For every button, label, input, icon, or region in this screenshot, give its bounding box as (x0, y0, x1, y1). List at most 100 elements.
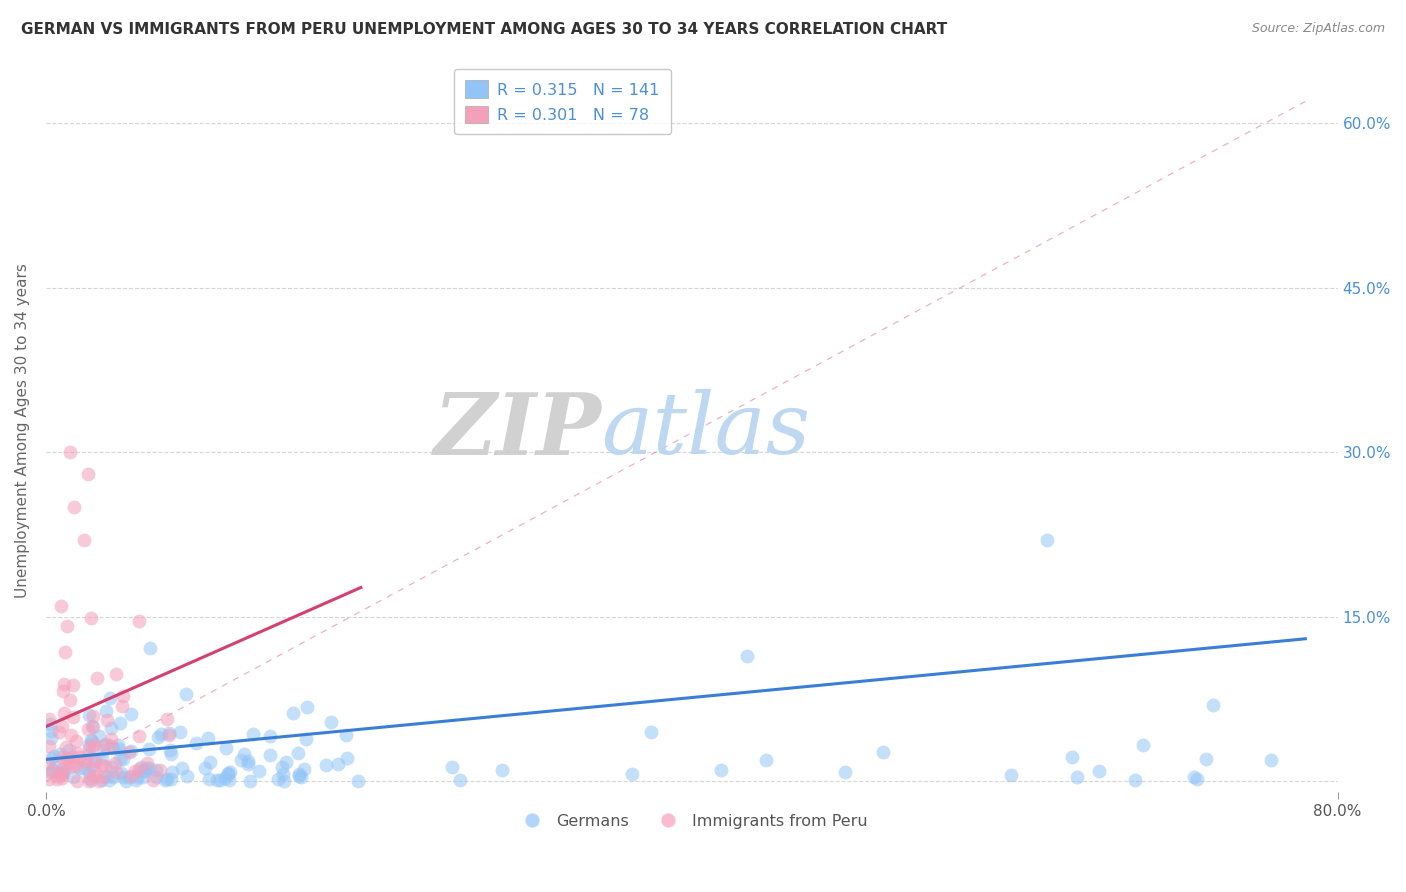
Point (186, 736, 208, 750)
Point (239, 774, 262, 789)
Point (834, 764, 856, 779)
Point (287, 769, 309, 783)
Point (53, 645, 76, 659)
Point (44, 758, 66, 772)
Point (46, 772, 69, 786)
Point (100, 739, 122, 753)
Point (38, 717, 60, 731)
Point (80, 772, 103, 787)
Point (217, 766, 239, 780)
Point (640, 725, 662, 739)
Point (100, 760, 122, 774)
Point (108, 716, 131, 731)
Point (132, 764, 155, 778)
Point (125, 772, 148, 787)
Point (135, 761, 157, 775)
Point (160, 747, 183, 761)
Point (174, 687, 197, 701)
Point (335, 751, 357, 765)
Point (214, 741, 236, 756)
Point (259, 747, 281, 762)
Point (1202, 698, 1225, 713)
Point (328, 757, 350, 772)
Point (96, 704, 118, 718)
Point (120, 707, 142, 722)
Point (77, 740, 100, 755)
Point (148, 730, 170, 744)
Point (49, 747, 72, 761)
Point (39, 724, 62, 739)
Point (295, 732, 318, 747)
Point (1000, 768, 1022, 782)
Point (198, 772, 221, 787)
Point (159, 743, 181, 757)
Point (290, 770, 312, 784)
Point (79, 747, 101, 761)
Point (138, 741, 160, 756)
Point (105, 666, 128, 681)
Point (93, 739, 115, 753)
Point (77, 722, 100, 736)
Point (83, 737, 105, 751)
Point (155, 773, 177, 788)
Point (51, 771, 73, 785)
Point (62, 500, 84, 515)
Point (42, 764, 65, 778)
Point (297, 700, 319, 714)
Point (1125, 772, 1147, 787)
Point (149, 727, 172, 741)
Point (621, 767, 644, 781)
Point (176, 769, 198, 783)
Point (55, 739, 77, 754)
Point (1182, 770, 1205, 784)
Point (80, 719, 103, 733)
Point (84, 753, 107, 767)
Point (335, 728, 357, 742)
Point (77, 738, 100, 752)
Point (198, 755, 221, 769)
Point (80, 732, 103, 747)
Point (124, 764, 146, 778)
Point (287, 746, 309, 760)
Point (872, 745, 894, 759)
Point (56, 618, 79, 632)
Point (51, 719, 73, 733)
Point (51, 765, 73, 780)
Point (1066, 770, 1088, 784)
Point (1132, 738, 1154, 752)
Point (39, 731, 62, 745)
Point (59, 693, 82, 707)
Point (101, 740, 124, 755)
Point (93, 771, 115, 785)
Point (111, 770, 134, 784)
Point (156, 712, 179, 726)
Point (104, 765, 127, 780)
Point (281, 706, 304, 721)
Point (1062, 750, 1084, 764)
Point (160, 772, 183, 787)
Point (91, 743, 114, 757)
Point (65, 759, 87, 773)
Point (491, 763, 513, 777)
Point (38, 772, 60, 786)
Point (217, 766, 239, 780)
Point (51, 765, 73, 780)
Point (118, 745, 141, 759)
Point (129, 760, 152, 774)
Point (73, 753, 96, 767)
Point (128, 762, 150, 776)
Point (98, 691, 121, 706)
Point (104, 756, 127, 771)
Point (218, 772, 240, 787)
Point (100, 721, 122, 735)
Point (108, 741, 131, 756)
Point (120, 744, 142, 758)
Point (247, 764, 270, 779)
Point (82, 709, 104, 723)
Point (83, 754, 105, 768)
Point (51, 767, 73, 781)
Point (236, 756, 259, 771)
Point (136, 756, 159, 771)
Point (42, 749, 65, 764)
Point (73, 533, 96, 547)
